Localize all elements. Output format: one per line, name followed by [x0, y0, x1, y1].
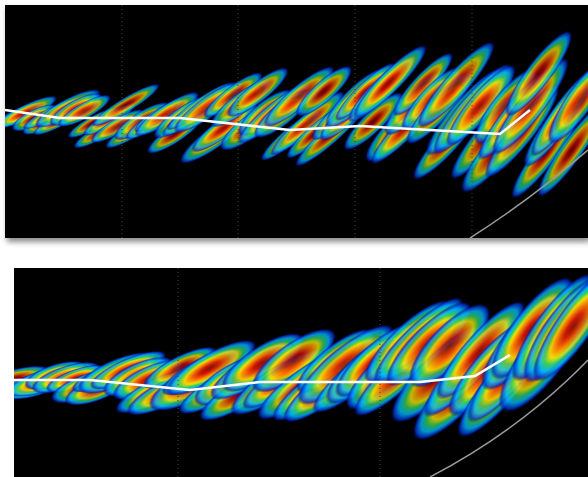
heat-blob [143, 346, 217, 390]
heat-blob [532, 270, 588, 382]
heat-blob [352, 44, 428, 119]
heat-blob [417, 41, 495, 129]
top-heat [5, 30, 588, 199]
heat-blob [445, 64, 516, 147]
heat-blob [343, 92, 404, 151]
heat-blob [263, 66, 335, 128]
curve [469, 149, 588, 238]
heat-blob [165, 339, 257, 396]
heat-blob [226, 67, 289, 118]
top-overlay [5, 5, 588, 238]
heat-blob [537, 102, 588, 198]
heat-blob [435, 300, 526, 400]
heat-blob [408, 303, 491, 388]
heat-blob [203, 72, 263, 119]
heat-blob [251, 328, 337, 393]
heat-blob [269, 90, 345, 156]
curve [429, 359, 588, 477]
bottom-heat [14, 270, 588, 441]
bottom-overlay [14, 268, 588, 477]
heat-blob [91, 83, 161, 127]
heat-blob [14, 365, 50, 393]
pick-line [5, 108, 531, 136]
heat-blob [504, 30, 573, 117]
pick-line [14, 353, 511, 392]
heat-blob [547, 56, 588, 145]
heat-blob [392, 52, 454, 117]
heat-blob [491, 57, 569, 156]
heat-blob [295, 65, 353, 117]
heat-blob [134, 91, 200, 137]
